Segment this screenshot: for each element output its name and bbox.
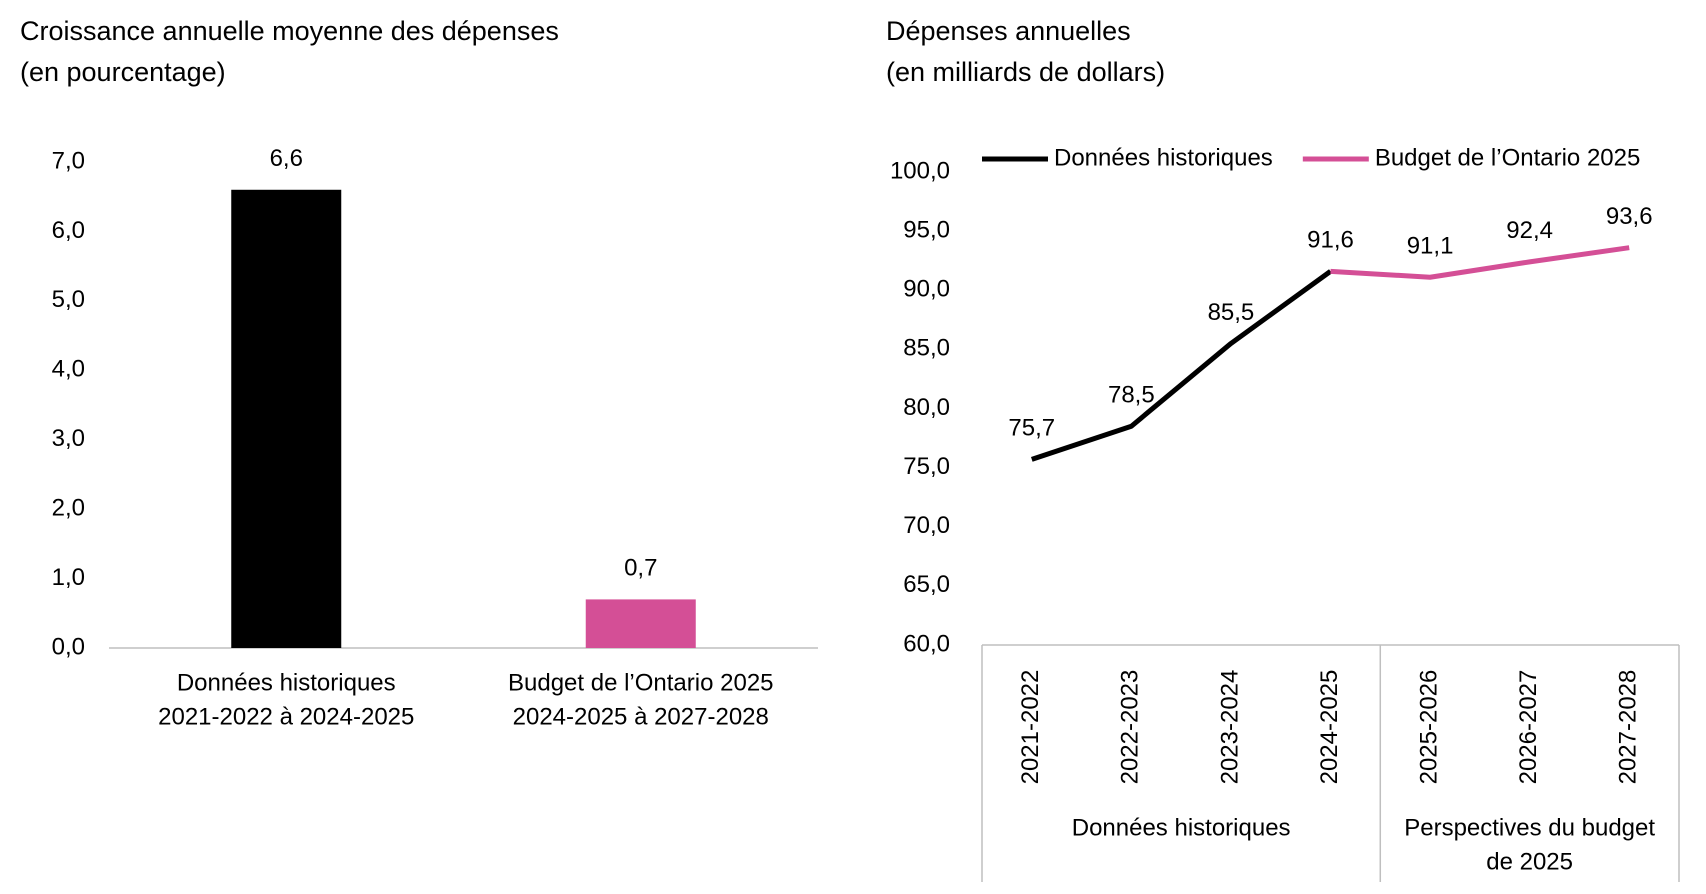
group-label: Données historiques: [1072, 814, 1291, 841]
y-tick-label: 65,0: [903, 571, 950, 598]
y-tick-label: 80,0: [903, 394, 950, 421]
data-label: 0,7: [624, 555, 657, 582]
y-tick-label: 5,0: [52, 286, 85, 313]
y-tick-label: 2,0: [52, 494, 85, 521]
data-label: 78,5: [1108, 382, 1155, 409]
data-label: 91,6: [1307, 227, 1354, 254]
y-tick-label: 85,0: [903, 335, 950, 362]
legend-label: Budget de l’Ontario 2025: [1375, 144, 1641, 171]
x-tick-label: 2022-2023: [1117, 670, 1144, 785]
y-tick-label: 70,0: [903, 512, 950, 539]
x-tick-label: 2021-2022: [1017, 670, 1044, 785]
group-label: de 2025: [1486, 848, 1573, 875]
data-label: 92,4: [1506, 217, 1553, 244]
chart-subtitle: (en milliards de dollars): [886, 57, 1165, 87]
y-tick-label: 60,0: [903, 630, 950, 657]
bar: [585, 599, 696, 648]
x-tick-label: Budget de l’Ontario 2025: [508, 669, 774, 696]
y-tick-label: 3,0: [52, 425, 85, 452]
y-tick-label: 100,0: [890, 157, 950, 184]
bar: [231, 189, 342, 648]
y-tick-label: 7,0: [52, 147, 85, 174]
data-label: 75,7: [1008, 415, 1055, 442]
y-tick-label: 6,0: [52, 217, 85, 244]
x-tick-label: 2021-2022 à 2024-2025: [158, 703, 414, 730]
x-tick-label: 2024-2025 à 2027-2028: [513, 703, 769, 730]
group-label: Perspectives du budget: [1404, 814, 1655, 841]
data-label: 93,6: [1606, 203, 1653, 230]
y-tick-label: 1,0: [52, 564, 85, 591]
data-label: 91,1: [1407, 233, 1454, 260]
x-tick-label: 2027-2028: [1615, 670, 1642, 785]
x-tick-label: 2025-2026: [1415, 670, 1442, 785]
y-tick-label: 95,0: [903, 216, 950, 243]
x-tick-label: 2026-2027: [1515, 670, 1542, 785]
x-tick-label: 2024-2025: [1316, 670, 1343, 785]
legend-label: Données historiques: [1054, 144, 1273, 171]
y-tick-label: 75,0: [903, 453, 950, 480]
data-label: 6,6: [270, 145, 303, 172]
line: [1330, 245, 1630, 280]
y-tick-label: 0,0: [52, 633, 85, 660]
line: [1031, 269, 1332, 462]
chart-title: Croissance annuelle moyenne des dépenses: [20, 16, 559, 46]
y-tick-label: 4,0: [52, 356, 85, 383]
x-tick-label: Données historiques: [177, 669, 396, 696]
data-label: 85,5: [1208, 299, 1255, 326]
chart-subtitle: (en pourcentage): [20, 57, 226, 87]
chart-title: Dépenses annuelles: [886, 16, 1131, 46]
x-tick-label: 2023-2024: [1216, 670, 1243, 785]
y-tick-label: 90,0: [903, 276, 950, 303]
